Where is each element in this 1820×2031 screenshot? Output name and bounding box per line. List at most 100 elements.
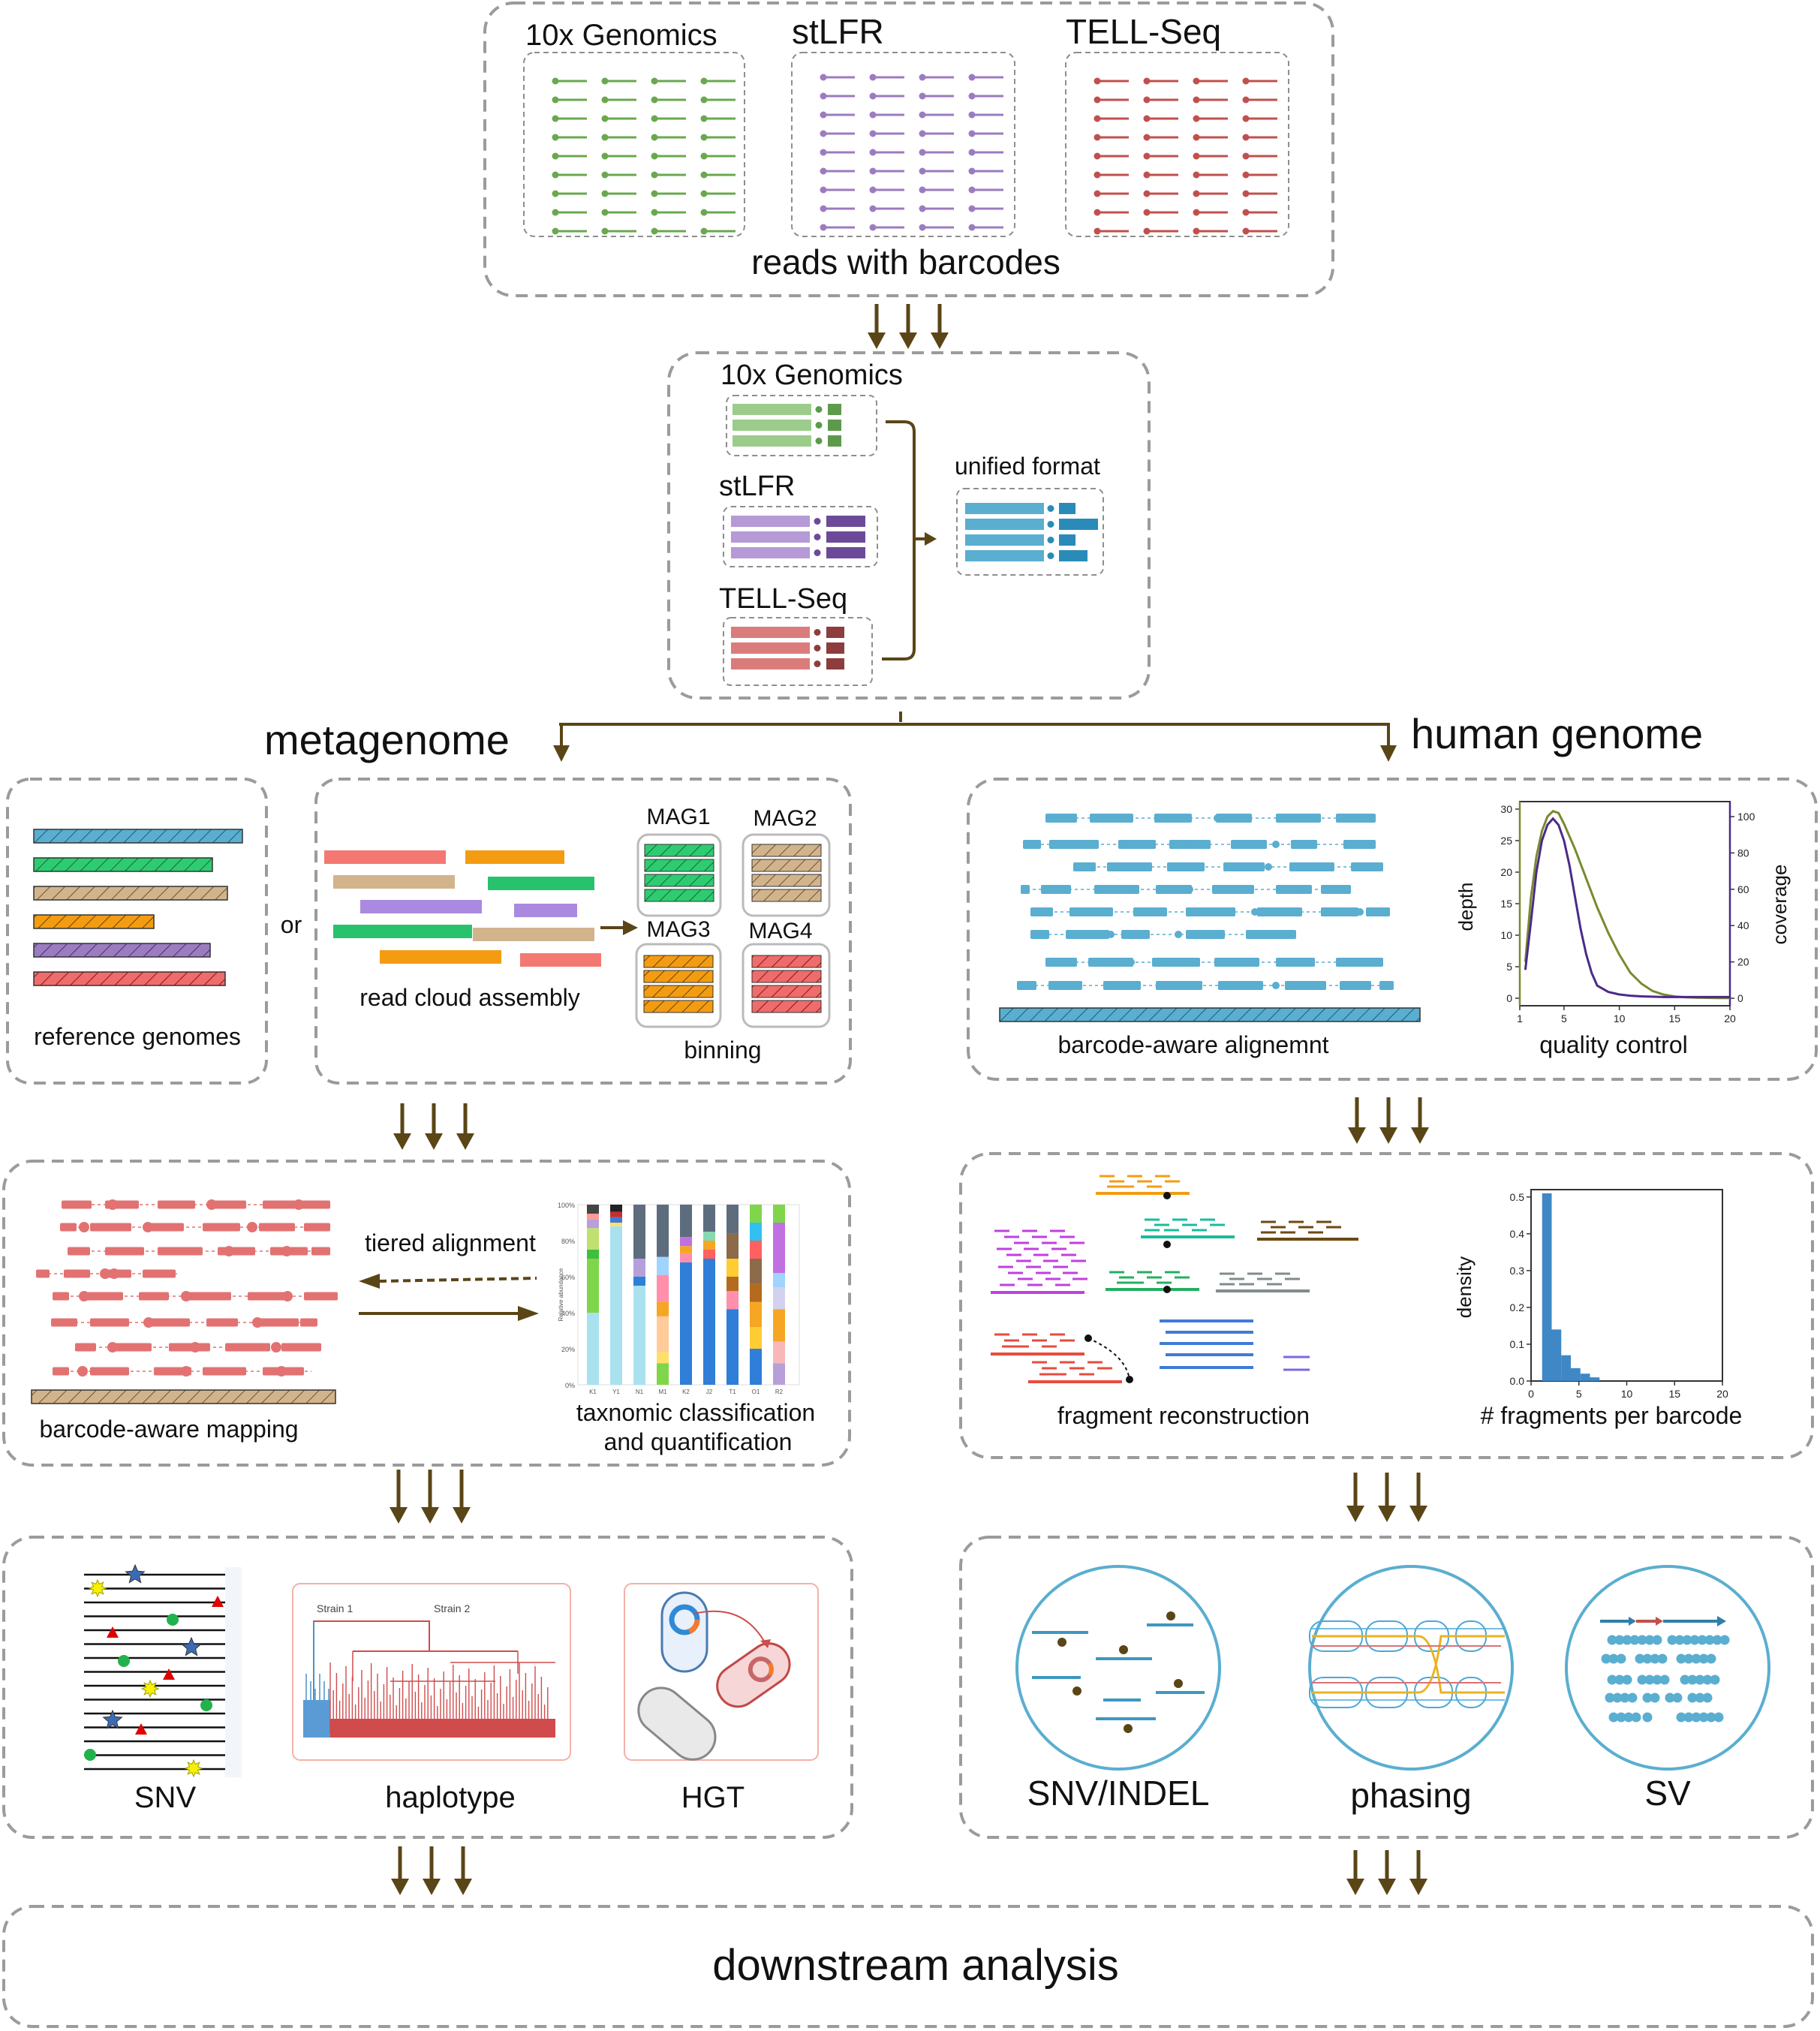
down-arrowhead bbox=[1348, 1127, 1366, 1144]
barcode-dot bbox=[181, 1291, 191, 1301]
record-barcode bbox=[828, 404, 841, 415]
arrow-group-row3-to-downstream bbox=[391, 1846, 1427, 1895]
branch-line bbox=[559, 712, 1390, 726]
taxo-stack-segment bbox=[726, 1291, 739, 1310]
qc-y2-tick-label: 40 bbox=[1737, 919, 1749, 931]
snv-triangle-marker bbox=[212, 1596, 224, 1607]
barcode-dot bbox=[700, 209, 708, 216]
down-arrowhead bbox=[1409, 1879, 1427, 1895]
sv-read-dot bbox=[1608, 1712, 1619, 1723]
barcode-dot bbox=[869, 186, 877, 194]
snv-triangle-marker bbox=[135, 1723, 147, 1735]
taxo-stack-segment bbox=[750, 1349, 762, 1385]
read-segment bbox=[300, 1318, 317, 1327]
barcode-dot bbox=[252, 1317, 263, 1328]
barcode-dot bbox=[968, 186, 976, 194]
barcode-dot bbox=[1143, 134, 1151, 141]
hist-x-tick-label: 20 bbox=[1716, 1388, 1728, 1400]
read-segment bbox=[1156, 885, 1192, 894]
hist-y-tick-label: 0.2 bbox=[1510, 1301, 1525, 1313]
variant-dot bbox=[1072, 1686, 1081, 1696]
read-segment bbox=[1340, 981, 1371, 990]
sv-read-dot bbox=[1676, 1712, 1686, 1723]
read-segment bbox=[1107, 862, 1152, 871]
barcode-dot bbox=[700, 115, 708, 122]
snv-illustration bbox=[84, 1563, 242, 1778]
sv-read-dot bbox=[1680, 1674, 1690, 1685]
format-records bbox=[731, 404, 1098, 669]
tiered-alignment-panel bbox=[2, 1160, 851, 1467]
read-segment bbox=[1121, 930, 1150, 939]
sv-read-dot bbox=[1614, 1635, 1625, 1645]
taxo-stack-segment bbox=[703, 1259, 715, 1385]
barcode-dot bbox=[919, 149, 926, 156]
read-segment bbox=[90, 1367, 129, 1376]
taxo-stack-segment bbox=[773, 1341, 785, 1364]
sv-read-dot bbox=[1642, 1653, 1653, 1664]
reads-panel-tellseq bbox=[1065, 52, 1289, 237]
barcode-dot bbox=[276, 1366, 287, 1377]
mag-contig bbox=[643, 955, 714, 968]
platform-title-10x: 10x Genomics bbox=[525, 19, 717, 52]
read-segment bbox=[1291, 840, 1317, 849]
barcode-dot bbox=[1193, 115, 1200, 122]
mag-contig bbox=[644, 889, 714, 902]
snv-triangle-marker bbox=[107, 1626, 119, 1638]
read-segment bbox=[1169, 840, 1211, 849]
hist-y-axis-label: density bbox=[1453, 1256, 1476, 1318]
sv-read-dot bbox=[1623, 1712, 1634, 1723]
barcode-dot bbox=[1193, 77, 1200, 85]
merge-arrowhead bbox=[925, 532, 937, 546]
down-arrowhead bbox=[1411, 1127, 1429, 1144]
down-arrowhead bbox=[1378, 1879, 1396, 1895]
barcode-dot bbox=[601, 96, 609, 104]
mag-contig bbox=[643, 970, 714, 983]
read-segment bbox=[1066, 930, 1109, 939]
sv-read-dot bbox=[1698, 1653, 1709, 1664]
read-cloud-assembly-panel bbox=[314, 778, 852, 1085]
barcode-dot bbox=[651, 134, 658, 141]
record-dot bbox=[814, 660, 821, 667]
sv-read-dot bbox=[1676, 1653, 1686, 1664]
read-segment bbox=[206, 1318, 238, 1327]
taxo-stack-segment bbox=[750, 1259, 762, 1284]
tiered-alignment-label: tiered alignment bbox=[365, 1229, 536, 1256]
mag-contig bbox=[751, 1000, 822, 1013]
read-segment bbox=[1276, 885, 1312, 894]
sv-read-dot bbox=[1706, 1712, 1716, 1723]
sv-read-dot bbox=[1719, 1635, 1730, 1645]
snv-star-marker bbox=[181, 1636, 202, 1656]
record-dot bbox=[814, 549, 821, 556]
sv-read-dot bbox=[1637, 1674, 1647, 1685]
barcode-dot bbox=[1186, 886, 1193, 893]
mag3-bin bbox=[635, 943, 722, 1028]
taxo-stack-segment bbox=[587, 1228, 599, 1250]
barcode-dot bbox=[869, 224, 877, 231]
barcode-dot bbox=[1242, 171, 1250, 179]
record-dot bbox=[814, 518, 821, 525]
barcode-dot bbox=[820, 167, 827, 175]
fragments-per-barcode-histogram: 0.0 0.1 0.2 0.3 0.4 0.5 0 5 10 15 20 bbox=[1510, 1189, 1728, 1400]
sv-read-dot bbox=[1682, 1635, 1692, 1645]
haplotype-path-2 bbox=[1312, 1635, 1505, 1694]
read-segment bbox=[1343, 840, 1376, 849]
record-seq bbox=[733, 420, 811, 431]
taxo-stack-segment bbox=[587, 1219, 599, 1229]
barcode-dot bbox=[1143, 77, 1151, 85]
read-segment bbox=[1246, 930, 1296, 939]
sv-read-dot bbox=[1704, 1635, 1715, 1645]
barcode-dot bbox=[143, 1317, 154, 1328]
fragment-junction bbox=[1163, 1241, 1171, 1248]
barcode-dot bbox=[820, 92, 827, 100]
sv-read-dot bbox=[1712, 1635, 1722, 1645]
taxo-stack-segment bbox=[773, 1223, 785, 1274]
barcode-dot bbox=[1143, 152, 1151, 160]
sv-read-dot bbox=[1652, 1635, 1662, 1645]
read-segment bbox=[36, 1269, 50, 1278]
read-segment bbox=[1336, 814, 1376, 823]
unified-seq bbox=[965, 550, 1044, 561]
qc-x-tick-label: 1 bbox=[1517, 1012, 1523, 1025]
record-seq bbox=[731, 658, 810, 669]
sv-read-dot bbox=[1607, 1674, 1617, 1685]
taxo-y-tick-label: 100% bbox=[558, 1202, 575, 1209]
